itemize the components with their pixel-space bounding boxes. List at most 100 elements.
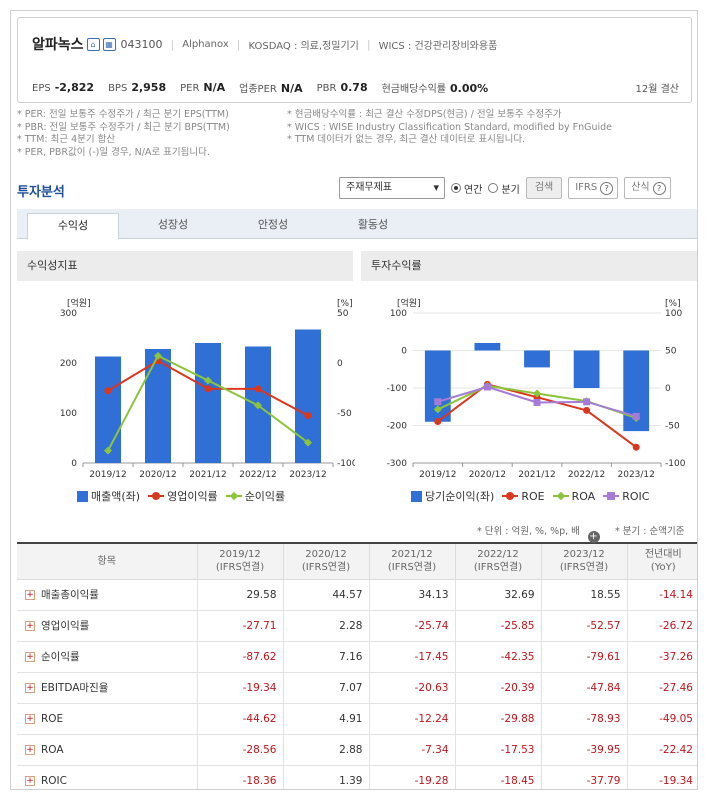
legend-item[interactable]: 영업이익률 [148, 488, 218, 504]
left-tick-label: 0 [401, 347, 407, 357]
value-cell: 2.88 [282, 734, 369, 766]
point-item [104, 387, 112, 395]
row-label-cell[interactable]: + 매출총이익률 [17, 579, 197, 611]
expand-row-icon[interactable]: + [25, 713, 35, 724]
statement-select[interactable]: 주재무제표 [339, 177, 445, 199]
x-tick-label: 2019/12 [419, 470, 456, 480]
value-cell: 1.39 [282, 765, 369, 789]
row-label-cell[interactable]: + ROE [17, 703, 197, 735]
value-cell: 4.91 [282, 703, 369, 735]
controls: 주재무제표 연간 분기 검색 IFRS? 산식? [339, 177, 671, 199]
column-header: 2020/12 (IFRS연결) [282, 543, 369, 580]
table-row: + ROA -28.56 2.88 -7.34 -17.53 -39.95 -22.42 [17, 734, 697, 766]
left-unit-label: [억원] [397, 297, 421, 309]
point-item [304, 412, 312, 420]
expand-row-icon[interactable]: + [25, 590, 35, 600]
legend-swatch [225, 491, 242, 501]
company-name[interactable]: 알파녹스 [32, 37, 84, 53]
legend-label: 당기순이익(좌) [425, 490, 495, 503]
value-cell: -79.61 [540, 641, 627, 673]
legend-item[interactable]: ROIC [603, 490, 649, 503]
left-tick-label: 100 [60, 409, 77, 419]
expand-row-icon[interactable]: + [25, 683, 35, 693]
search-button[interactable]: 검색 [525, 177, 563, 199]
note-line: * WICS : WISE Industry Classification St… [287, 121, 613, 133]
value-cell: 34.13 [368, 579, 455, 611]
radio-quarter[interactable]: 분기 [488, 181, 520, 196]
legend-item[interactable]: ROA [552, 490, 595, 503]
row-label: EBITDA마진율 [41, 682, 109, 694]
row-label-cell[interactable]: + EBITDA마진율 [17, 672, 197, 704]
legend-item[interactable]: ROE [502, 490, 545, 503]
x-tick-label: 2019/12 [89, 470, 126, 480]
tab-growth[interactable]: 성장성 [157, 218, 189, 231]
value-cell: -49.05 [626, 703, 697, 735]
tab-stability[interactable]: 안정성 [257, 218, 289, 231]
expand-row-icon[interactable]: + [25, 621, 35, 631]
home-icon[interactable]: ⌂ [86, 37, 100, 51]
value-cell: -14.14 [626, 579, 697, 611]
left-tick-label: 0 [71, 459, 77, 469]
row-label: ROE [41, 712, 64, 725]
metric-label: EPS [32, 83, 51, 94]
legend-swatch [603, 492, 620, 500]
right-tick-label: 50 [337, 309, 349, 319]
value-cell: -7.34 [368, 734, 455, 766]
row-label-cell[interactable]: + ROIC [17, 765, 197, 789]
left-tick-label: -200 [387, 422, 408, 432]
tab-profitability[interactable]: 수익성 [27, 213, 119, 240]
point-net-margin [304, 438, 312, 447]
ifrs-help-button[interactable]: IFRS? [568, 177, 619, 199]
note-line: * PBR: 전일 보통주 수정주가 / 최근 분기 BPS(TTM) [17, 121, 230, 133]
building-icon[interactable]: ▦ [102, 37, 116, 51]
wics-info: WICS : 건강관리장비와용품 [378, 40, 498, 52]
table-row: + 매출총이익률 29.58 44.57 34.13 32.69 18.55 -14.14 [17, 579, 697, 611]
metric-label: BPS [108, 83, 128, 94]
x-tick-label: 2021/12 [189, 470, 226, 480]
point-roe [583, 406, 591, 414]
company-eng-name: Alphanox [182, 38, 229, 50]
legend-label: 매출액(좌) [91, 490, 141, 503]
note-line: * PER, PBR값이 (-)일 경우, N/A로 표기됩니다. [17, 146, 210, 158]
metrics-row: EPS -2,822 BPS 2,958 PER N/A 업종PER N/A PBR 0.78 현금… [32, 80, 679, 95]
tab-activity[interactable]: 활동성 [357, 218, 389, 231]
row-label-cell[interactable]: + 순이익률 [17, 641, 197, 673]
point-roic [434, 398, 442, 406]
column-header: 2019/12 (IFRS연결) [196, 543, 283, 580]
column-header: 2023/12 + (IFRS연결) [540, 531, 627, 580]
legend-item[interactable]: 매출액(좌) [77, 488, 140, 504]
value-cell: -27.71 [196, 610, 283, 642]
row-label-cell[interactable]: + 영업이익률 [17, 610, 197, 642]
point-roic [483, 383, 491, 391]
value-cell: -17.53 [454, 734, 541, 766]
row-label-cell[interactable]: + ROA [17, 734, 197, 766]
bar-item [474, 343, 501, 351]
left-unit-label: [억원] [67, 297, 91, 309]
expand-row-icon[interactable]: + [25, 775, 35, 786]
right-tick-label: 50 [665, 347, 677, 357]
legend-swatch [502, 492, 519, 500]
formula-help-button[interactable]: 산식? [624, 177, 671, 199]
value-cell: -20.63 [368, 672, 455, 704]
value-cell: -39.95 [540, 734, 627, 766]
expand-row-icon[interactable]: + [25, 744, 35, 755]
bar-item [145, 349, 171, 463]
metric-2: PER N/A [180, 81, 225, 94]
legend-item[interactable]: 당기순이익(좌) [411, 488, 494, 504]
radio-year[interactable]: 연간 [451, 181, 482, 196]
value-cell: -25.85 [454, 610, 541, 642]
legend-item[interactable]: 순이익률 [225, 488, 285, 504]
expand-row-icon[interactable]: + [25, 652, 35, 662]
expand-columns-icon[interactable]: + [587, 531, 600, 543]
value-cell: -37.26 [626, 641, 697, 673]
metric-label: 업종PER [239, 84, 277, 95]
right-tick-label: -100 [665, 459, 686, 469]
value-cell: -29.88 [454, 703, 541, 735]
right-tick-label: -100 [337, 459, 355, 469]
value-cell: -18.45 [454, 765, 541, 789]
table-row: + 순이익률 -87.62 7.16 -17.45 -42.35 -79.61 -37.26 [17, 641, 697, 673]
right-tick-label: 100 [665, 309, 682, 319]
note-line: * 현금배당수익률 : 최근 결산 수정DPS(현금) / 전일 보통주 수정주… [287, 109, 562, 120]
ratio-table: 항목 2019/12 (IFRS연결) 2020/12 (IFRS연결) 2021/12(… [17, 531, 697, 789]
quarter-note: * 분기 : 순액기준 [615, 526, 685, 537]
